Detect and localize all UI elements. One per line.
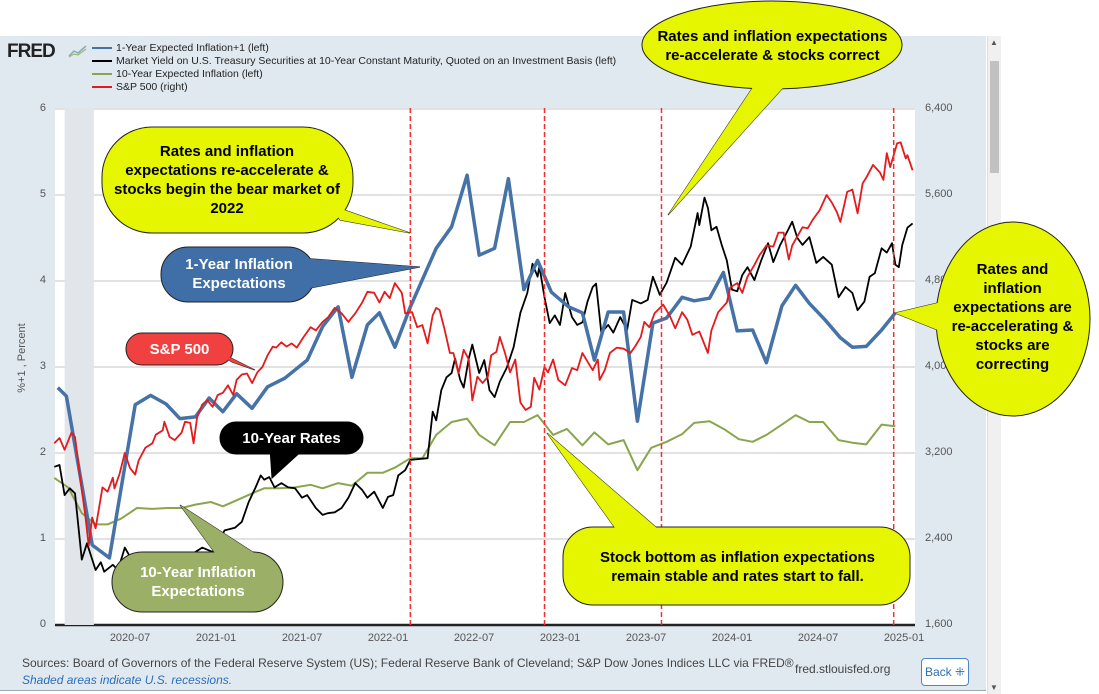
collapse-icon: ⁜ (954, 665, 966, 679)
legend-swatch (92, 60, 112, 63)
y2-tick-label: 5,600 (925, 188, 953, 200)
scrollbar-thumb[interactable] (990, 61, 999, 173)
legend-label: S&P 500 (right) (116, 81, 188, 93)
y-tick-label: 3 (39, 360, 46, 372)
scroll-up-icon[interactable]: ▲ (990, 38, 998, 47)
legend-item-10yr-yield: Market Yield on U.S. Treasury Securities… (92, 55, 616, 67)
back-button[interactable]: Back ⁜ (921, 658, 969, 686)
y-tick-label: 5 (39, 188, 46, 200)
callout-green-shape (111, 504, 284, 613)
callout-green-shape-tail-fill (180, 505, 265, 560)
callout-bottom-shape-tail-fill (547, 433, 665, 535)
callout-sp-shape-body (125, 332, 234, 366)
callout-10yr-rates: 10-Year Rates (242, 429, 341, 447)
x-tick-label: 2023-01 (539, 632, 581, 644)
callout-blue-shape-tail-fill (300, 258, 420, 290)
back-label: Back (924, 665, 952, 679)
legend-swatch (92, 73, 112, 76)
callout-top: Rates and inflation expectations re-acce… (657, 28, 888, 64)
x-tick-label: 2021-07 (281, 632, 323, 644)
x-tick-label: 2025-01 (883, 632, 925, 644)
callout-rates-shape-tail-fill (270, 448, 305, 478)
callout-stock-bottom: Stock bottom as inflation expectations r… (599, 549, 876, 585)
y2-tick-label: 3,200 (925, 446, 953, 458)
x-tick-label: 2024-07 (797, 632, 839, 644)
legend-swatch (92, 86, 112, 89)
series-line-3 (53, 141, 914, 547)
legend-item-sp500: S&P 500 (right) (92, 81, 188, 93)
scroll-down-icon[interactable]: ▼ (990, 683, 998, 692)
y2-tick-label: 2,400 (925, 532, 953, 544)
series-line-0 (56, 173, 897, 560)
callout-right-shape (893, 221, 1091, 417)
legend-label: 1-Year Expected Inflation+1 (left) (116, 42, 269, 54)
y2-tick-label: 1,600 (925, 618, 953, 630)
callout-bear-shape (101, 126, 411, 234)
x-tick-label: 2022-07 (453, 632, 495, 644)
callout-sp-shape (125, 332, 256, 371)
legend-label: 10-Year Expected Inflation (left) (116, 68, 263, 80)
callout-bear-shape-body (101, 126, 354, 234)
callout-sp500: S&P 500 (149, 340, 210, 358)
legend-label: Market Yield on U.S. Treasury Securities… (116, 55, 617, 67)
callout-bear-market: Rates and inflation expectations re-acce… (114, 143, 340, 217)
callout-bear-shape-tail-fill (330, 205, 410, 233)
y-tick-label: 1 (39, 532, 46, 544)
x-tick-label: 2022-01 (367, 632, 409, 644)
sources-text: Sources: Board of Governors of the Feder… (22, 656, 794, 670)
callout-1yr-inflation: 1-Year Inflation Expectations (185, 256, 293, 292)
x-tick-label: 2020-07 (109, 632, 151, 644)
callout-top-shape-tail-fill (668, 80, 790, 215)
y-tick-label: 4 (39, 274, 46, 286)
callout-bottom-shape-body (562, 526, 911, 606)
recession-shading (64, 108, 94, 625)
callout-sp-shape-tail-fill (215, 350, 255, 370)
callout-rates-shape (219, 421, 364, 480)
recession-note: Shaded areas indicate U.S. recessions. (22, 673, 233, 687)
legend-item-1yr-inflation: 1-Year Expected Inflation+1 (left) (92, 42, 269, 54)
y-tick-label: 2 (39, 446, 46, 458)
y2-tick-label: 6,400 (925, 102, 953, 114)
callout-10yr-inflation: 10-Year Inflation Expectations (140, 564, 256, 600)
legend-item-10yr-inflation: 10-Year Expected Inflation (left) (92, 68, 263, 80)
callout-right: Rates and inflation expectations are re-… (951, 261, 1074, 373)
callout-green-shape-body (111, 551, 284, 613)
sparkline-icon (68, 45, 87, 58)
y-tick-label: 0 (39, 618, 46, 630)
fred-logo[interactable]: FRED (7, 41, 56, 62)
callout-bottom-shape (546, 432, 911, 606)
x-tick-label: 2024-01 (711, 632, 753, 644)
legend-swatch (92, 47, 112, 50)
y-tick-label: 6 (39, 102, 46, 114)
x-tick-label: 2023-07 (625, 632, 667, 644)
site-link[interactable]: fred.stlouisfed.org (795, 662, 891, 676)
x-tick-label: 2021-01 (195, 632, 237, 644)
series-line-1 (53, 414, 896, 526)
callout-blue-shape (160, 246, 421, 303)
callout-right-shape-tail-fill (895, 300, 950, 335)
callout-top-shape (641, 0, 903, 216)
